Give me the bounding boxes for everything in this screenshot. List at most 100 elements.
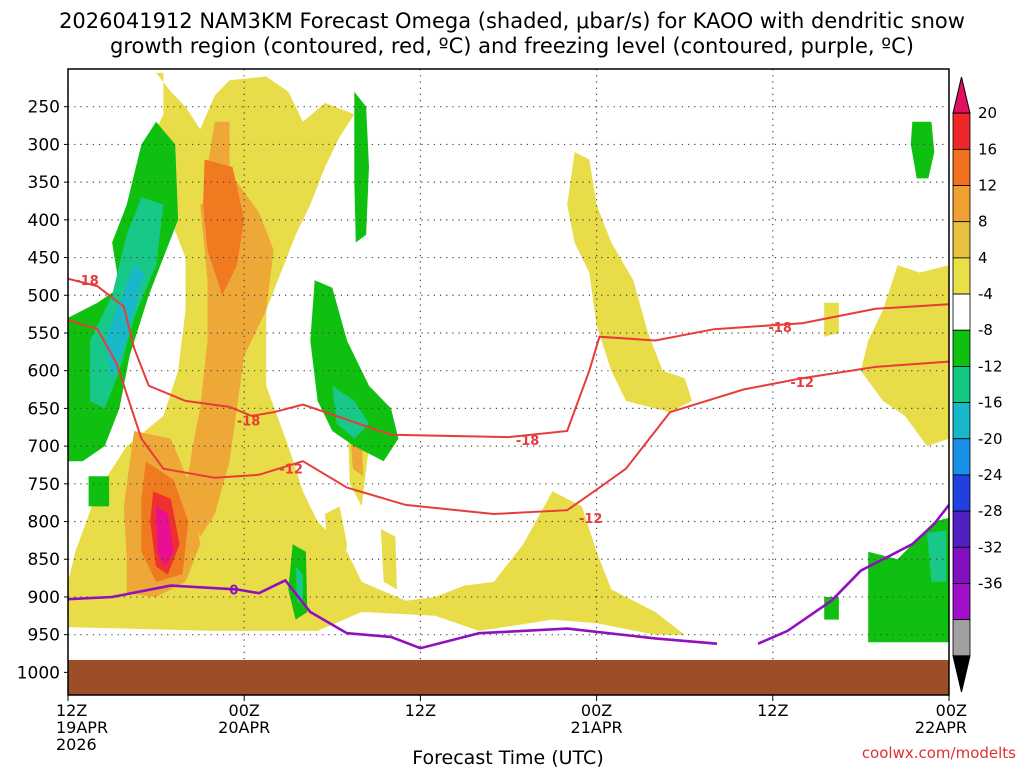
colorbar-swatch-4 <box>952 221 971 259</box>
contour-label-text: -18 <box>75 274 99 289</box>
contour-label-text: -12 <box>579 512 603 527</box>
x-tick-label-12-1: 20APR <box>218 718 270 737</box>
x-tick-label-36-0: 00Z <box>581 701 612 720</box>
y-tick-label-350: 350 <box>28 173 60 193</box>
colorbar-label-7: -12 <box>978 357 1003 375</box>
y-axis-ticks: 250 300 350 400 450 500 550 600 650 700 750 800 850 9… <box>17 98 68 683</box>
colorbar-swatch-5 <box>952 257 971 295</box>
x-tick-label-0-0: 12Z <box>56 701 87 720</box>
omega-region-pos-3 <box>824 302 839 337</box>
y-tick-label-650: 650 <box>28 399 60 419</box>
contour-label-6: -12 <box>790 376 814 391</box>
credit-text: coolwx.com/modelts <box>862 744 1016 762</box>
colorbar-label-5: -4 <box>978 285 993 303</box>
omega-region-pos-1 <box>567 152 692 413</box>
colorbar-swatch-11 <box>952 474 971 512</box>
x-tick-label-60-0: 00Z <box>936 701 967 720</box>
y-tick-label-250: 250 <box>28 98 60 118</box>
omega-region-neg-17 <box>104 265 145 379</box>
colorbar-label-8: -16 <box>978 394 1003 412</box>
colorbar-swatch-10 <box>952 438 971 476</box>
contour-label-4: -12 <box>279 463 303 478</box>
contour-label-text: -18 <box>516 434 540 449</box>
colorbar-label-1: 16 <box>978 140 997 158</box>
colorbar-label-10: -24 <box>978 466 1003 484</box>
colorbar-label-3: 8 <box>978 213 988 231</box>
y-tick-label-700: 700 <box>28 437 60 457</box>
omega-region-neg-22 <box>354 91 369 243</box>
x-tick-label-0-2: 2026 <box>56 735 97 754</box>
omega-region-pos-14 <box>380 529 397 590</box>
omega-shading <box>68 72 949 643</box>
contour-label-text: -18 <box>768 321 792 336</box>
colorbar-label-12: -32 <box>978 538 1003 556</box>
contour-line-1 <box>68 319 949 516</box>
ground-fill <box>68 660 949 695</box>
colorbar: 20 16 12 8 4 -4 -8 -12 -16 -20 -24 -28 -32 -36 <box>952 76 1003 693</box>
y-tick-label-900: 900 <box>28 588 60 608</box>
colorbar-swatch-1 <box>952 112 971 150</box>
y-tick-label-800: 800 <box>28 513 60 533</box>
colorbar-swatch-14 <box>952 583 971 621</box>
colorbar-label-0: 20 <box>978 104 997 122</box>
x-axis-label: Forecast Time (UTC) <box>412 747 603 768</box>
colorbar-swatch-3 <box>952 185 971 223</box>
colorbar-swatch-2 <box>952 148 971 186</box>
plot-frame <box>67 68 950 696</box>
contour-label-text: -18 <box>237 414 261 429</box>
omega-region-pos-4 <box>185 182 274 537</box>
contour-line-2 <box>68 578 718 650</box>
colorbar-swatch-13 <box>952 546 971 584</box>
omega-region-pos-2 <box>860 265 949 447</box>
contour-label-1: -18 <box>237 414 261 429</box>
x-tick-label-12-0: 00Z <box>229 701 260 720</box>
omega-region-neg-25 <box>927 530 947 582</box>
y-tick-label-1000: 1000 <box>17 663 60 683</box>
y-tick-label-550: 550 <box>28 324 60 344</box>
temperature-contours <box>68 277 949 650</box>
colorbar-label-13: -36 <box>978 574 1003 592</box>
contour-label-text: -12 <box>790 376 814 391</box>
x-tick-label-36-1: 21APR <box>571 718 623 737</box>
x-tick-label-60-1: 22APR <box>915 718 967 737</box>
y-tick-label-850: 850 <box>28 550 60 570</box>
colorbar-bottom-arrow <box>952 655 971 693</box>
chart-title: 2026041912 NAM3KM Forecast Omega (shaded… <box>59 9 965 58</box>
omega-region-pos-13 <box>325 506 347 597</box>
contour-label-3: -18 <box>768 321 792 336</box>
colorbar-label-4: 4 <box>978 249 988 267</box>
ground-surface <box>68 660 949 695</box>
plot-area: -18 -18 -18 -18 -12 -12 -12 0 <box>68 69 949 695</box>
colorbar-swatch-15 <box>952 619 971 657</box>
y-tick-label-950: 950 <box>28 626 60 646</box>
omega-region-neg-26 <box>88 476 110 507</box>
colorbar-label-11: -28 <box>978 502 1003 520</box>
chart-title-line-1: 2026041912 NAM3KM Forecast Omega (shaded… <box>59 9 965 33</box>
omega-region-neg-19 <box>332 385 369 439</box>
x-tick-label-0-1: 19APR <box>56 718 108 737</box>
omega-region-pos-10 <box>156 506 174 567</box>
contour-label-7: 0 <box>229 583 238 598</box>
colorbar-swatch-12 <box>952 510 971 548</box>
contour-label-text: -12 <box>279 463 303 478</box>
contour-label-5: -12 <box>579 512 603 527</box>
y-tick-label-450: 450 <box>28 249 60 269</box>
y-tick-label-300: 300 <box>28 135 60 155</box>
colorbar-swatch-8 <box>952 366 971 403</box>
colorbar-swatch-7 <box>952 329 971 367</box>
omega-region-pos-7 <box>203 159 245 296</box>
x-tick-label-24-0: 12Z <box>405 701 436 720</box>
x-tick-label-48-0: 12Z <box>757 701 788 720</box>
colorbar-swatch-9 <box>952 402 971 440</box>
contour-labels: -18 -18 -18 -18 -12 -12 -12 0 <box>75 274 814 598</box>
y-tick-label-500: 500 <box>28 286 60 306</box>
y-tick-label-400: 400 <box>28 211 60 231</box>
y-tick-label-600: 600 <box>28 362 60 382</box>
colorbar-label-6: -8 <box>978 321 993 339</box>
omega-region-neg-23 <box>910 121 935 179</box>
contour-line-3 <box>757 504 949 645</box>
contour-label-2: -18 <box>516 434 540 449</box>
contour-label-text: 0 <box>229 583 238 598</box>
